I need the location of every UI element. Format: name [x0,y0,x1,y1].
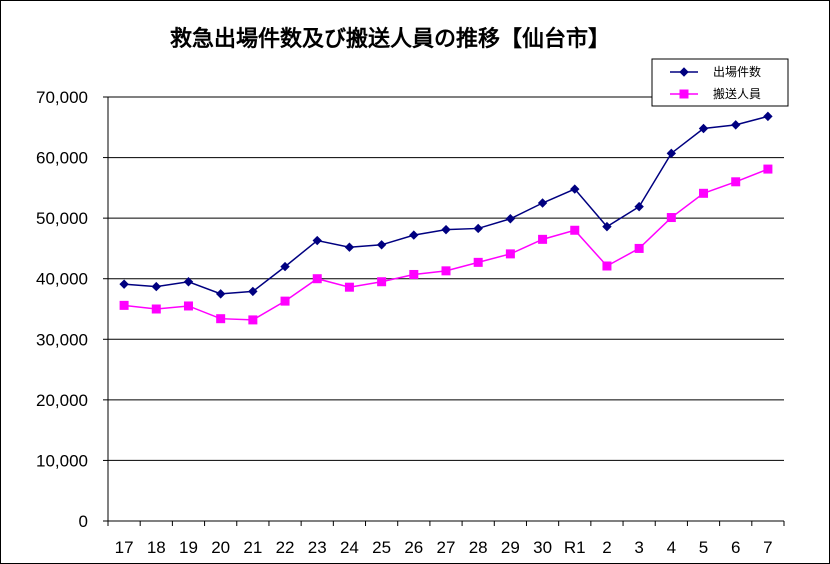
data-point [505,214,516,224]
x-tick-label: 4 [667,538,676,557]
x-tick-label: 23 [308,538,327,557]
data-point [409,269,419,279]
data-point [280,296,290,306]
data-point [699,188,709,198]
data-point [376,240,387,250]
data-point [473,223,483,234]
data-point [570,225,580,235]
series-1 [119,111,773,299]
data-point [151,281,161,292]
data-point [216,314,226,324]
data-point [731,177,741,187]
data-point [312,235,322,246]
data-point [634,201,644,212]
data-point [280,261,290,272]
axes [107,97,784,522]
x-tick-label: R1 [564,538,586,557]
data-point [763,164,773,174]
data-point [248,315,258,325]
data-point [344,242,355,252]
x-tick-label: 21 [243,538,262,557]
data-point [215,289,226,299]
y-tick-label: 0 [79,512,88,531]
y-tick-label: 50,000 [36,209,88,228]
data-point [634,243,644,253]
data-point [151,304,161,314]
data-point [377,277,387,287]
data-point [441,224,451,235]
data-point [344,282,354,292]
chart-title: 救急出場件数及び搬送人員の推移【仙台市】 [170,26,610,52]
y-tick-label: 60,000 [36,149,88,168]
x-tick-label: 5 [699,538,708,557]
x-tick-label: 17 [115,538,134,557]
x-tick-label: 3 [634,538,643,557]
plot-area [108,97,784,521]
series-2 [119,164,773,325]
data-point [602,261,612,271]
legend-label: 出場件数 [713,64,761,79]
data-point [763,111,773,122]
data-point [248,286,258,297]
data-point [312,274,322,284]
data-point [570,184,580,194]
legend-label: 搬送人員 [713,86,761,101]
data-point [731,120,741,130]
x-tick-label: 30 [533,538,552,557]
data-point [119,300,129,310]
legend-box [651,58,789,107]
series [119,111,773,325]
x-tick-label: 25 [372,538,391,557]
x-tick-label: 19 [179,538,198,557]
x-tick-label: 2 [602,538,611,557]
data-point [505,249,515,259]
y-tick-label: 20,000 [36,391,88,410]
x-tick-label: 27 [437,538,456,557]
y-axis-ticks: 0 10,000 20,000 30,000 40,000 50,000 60,000 70,… [36,88,108,531]
y-tick-label: 40,000 [36,270,88,289]
x-tick-label: 26 [404,538,423,557]
x-tick-label: 7 [763,538,772,557]
x-tick-label: 29 [501,538,520,557]
x-tick-label: 6 [731,538,740,557]
data-point [183,301,193,311]
x-tick-label: 22 [276,538,295,557]
data-point [698,123,709,134]
x-tick-label: 28 [469,538,488,557]
data-point [602,221,612,232]
y-tick-label: 30,000 [36,330,88,349]
data-point [538,234,548,244]
data-point [441,266,451,276]
x-axis-ticks: 17 18 19 20 21 22 23 24 25 26 27 28 29 30 R1 2 3 4 5 6 7 [107,521,785,557]
x-tick-label: 18 [147,538,166,557]
y-tick-label: 10,000 [36,451,88,470]
data-point [183,277,194,287]
data-point [409,230,419,240]
data-point [119,279,129,289]
x-tick-label: 24 [340,538,359,557]
legend-marker [679,89,689,99]
data-point [666,213,676,223]
legend-marker [679,67,689,77]
x-tick-label: 20 [211,538,230,557]
data-point [473,257,483,267]
data-point [666,148,677,159]
data-point [537,198,548,208]
y-tick-label: 70,000 [36,88,88,107]
